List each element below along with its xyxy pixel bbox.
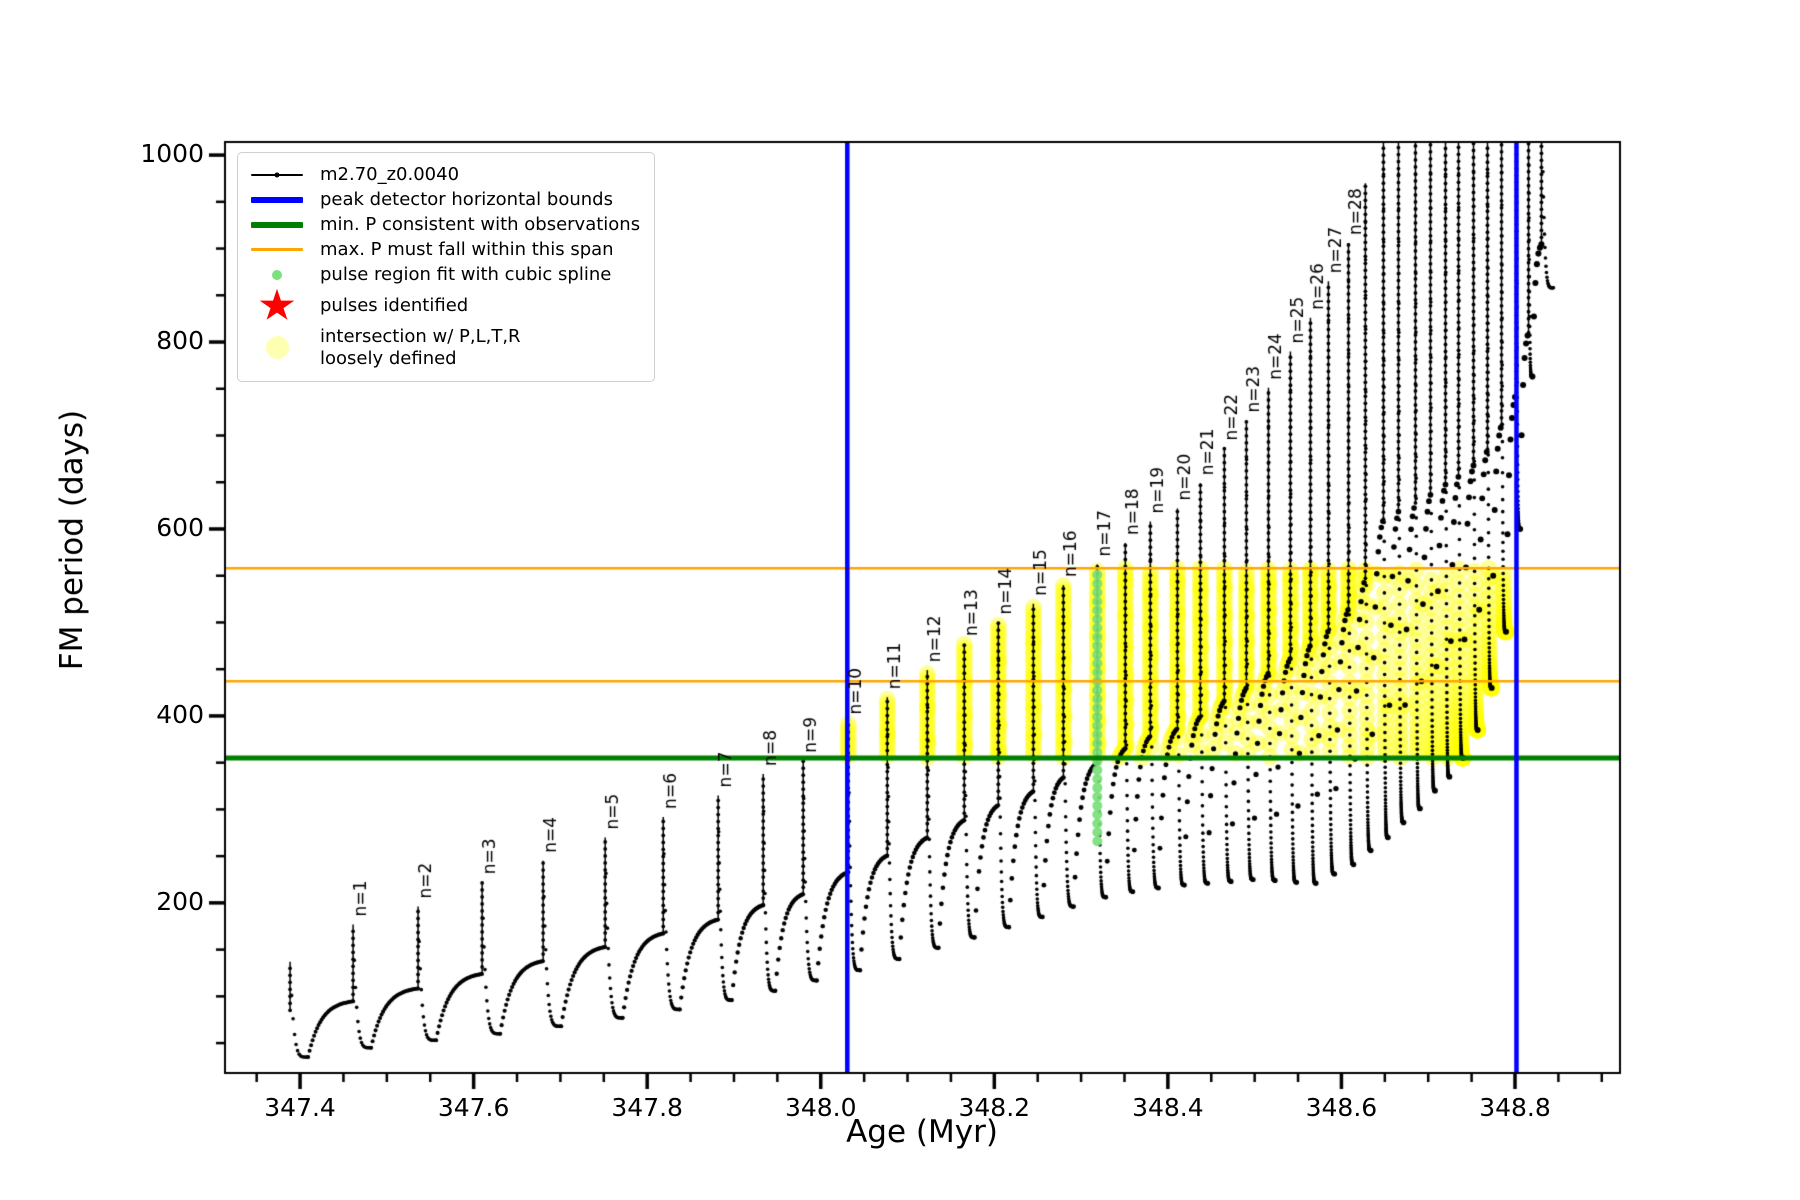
dot-icon [248, 269, 306, 280]
legend-entry: intersection w/ P,L,T,R loosely defined [248, 326, 640, 370]
thick-line-icon [248, 196, 306, 203]
x-tick-label: 348.2 [958, 1093, 1031, 1122]
legend-entry-label: peak detector horizontal bounds [320, 188, 613, 210]
legend-entry: pulse region fit with cubic spline [248, 264, 640, 286]
y-tick-label: 800 [156, 326, 204, 356]
large-dot-icon [248, 336, 306, 360]
y-tick-label: 600 [156, 512, 204, 542]
x-tick-label: 348.4 [1132, 1093, 1204, 1122]
legend-entry-label: max. P must fall within this span [320, 238, 614, 260]
legend-entry-label: min. P consistent with observations [320, 213, 641, 235]
x-tick-label: 347.8 [611, 1093, 683, 1122]
legend-entry: max. P must fall within this span [248, 239, 640, 261]
x-tick-label: 347.6 [437, 1093, 510, 1122]
x-tick-label: 348.0 [784, 1093, 857, 1122]
x-tick-label: 347.4 [264, 1093, 336, 1122]
x-axis-label: Age (Myr) [846, 1114, 998, 1150]
legend-entry-label: pulse region fit with cubic spline [320, 263, 612, 285]
star-icon [248, 288, 306, 323]
legend-entry: peak detector horizontal bounds [248, 189, 640, 211]
legend-entry: min. P consistent with observations [248, 214, 640, 236]
legend-entry-label: intersection w/ P,L,T,R loosely defined [320, 325, 521, 369]
legend-entry: m2.70_z0.0040 [248, 164, 640, 186]
x-tick-label: 348.8 [1479, 1093, 1551, 1122]
thin-line-icon [248, 248, 306, 252]
legend-entry-label: pulses identified [320, 294, 469, 316]
legend-entry-label: m2.70_z0.0040 [320, 164, 460, 185]
y-tick-label: 1000 [140, 139, 204, 169]
y-tick-label: 200 [156, 886, 204, 916]
y-tick-label: 400 [156, 699, 204, 729]
y-axis-label: FM period (days) [54, 409, 90, 671]
legend-entry: pulses identified [248, 288, 640, 323]
x-tick-label: 348.6 [1305, 1093, 1378, 1122]
thick-line-icon [248, 221, 306, 228]
series-line-icon [248, 172, 306, 178]
